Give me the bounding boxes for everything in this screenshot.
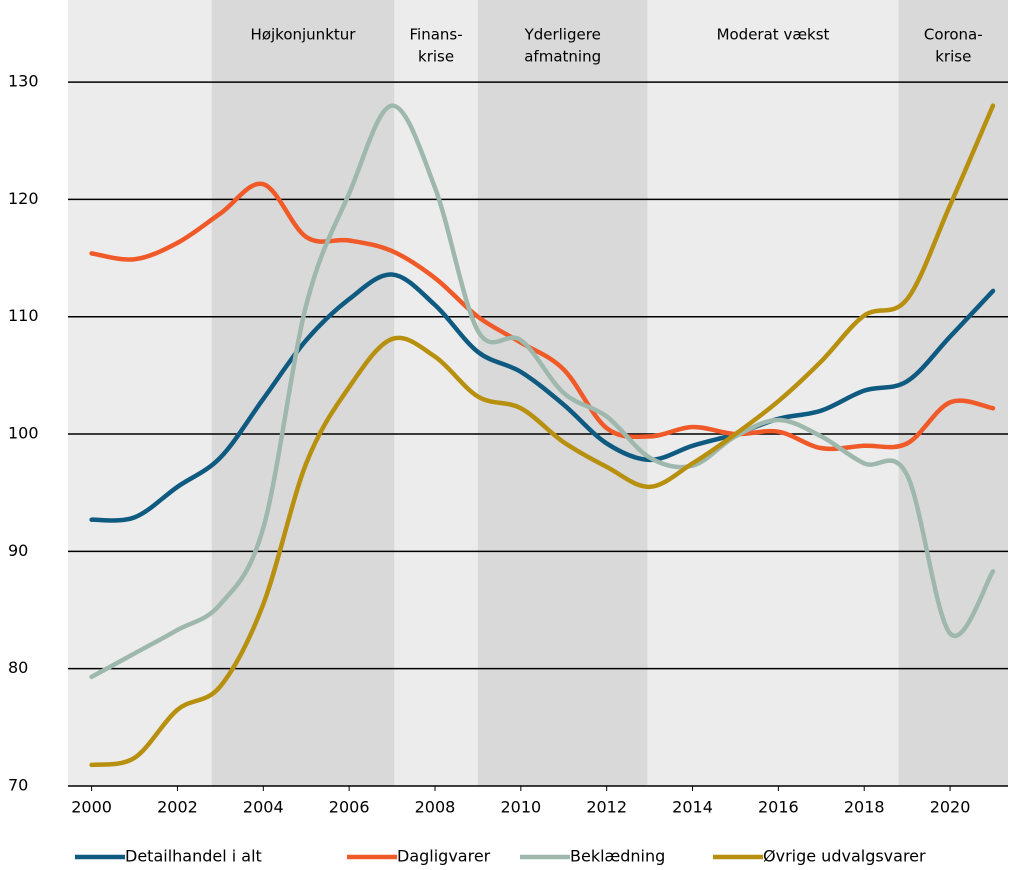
x-tick-label: 2006 — [329, 798, 370, 817]
series-line — [89, 272, 996, 523]
x-tick-label: 2018 — [844, 798, 885, 817]
y-tick-label: 80 — [8, 658, 28, 677]
lines — [89, 103, 996, 768]
legend-label: Øvrige udvalgsvarer — [763, 847, 926, 866]
bands — [211, 0, 1008, 786]
period-label: Moderat vækst — [717, 26, 830, 44]
y-tick-label: 130 — [8, 72, 39, 91]
y-tick-label: 70 — [8, 776, 28, 795]
x-tick-label: 2010 — [500, 798, 541, 817]
period-label: Højkonjunktur — [251, 26, 357, 44]
period-label: krise — [935, 48, 971, 66]
period-label: Corona- — [924, 26, 983, 44]
series-line — [89, 103, 996, 768]
x-tick-label: 2008 — [415, 798, 456, 817]
period-label: Yderligere — [524, 26, 601, 44]
period-band — [898, 0, 1008, 786]
y-tick-label: 110 — [8, 306, 39, 325]
x-tick-label: 2000 — [71, 798, 112, 817]
period-label: afmatning — [524, 48, 601, 66]
y-tick-label: 90 — [8, 541, 28, 560]
labels: Højkonjunktur Finans-krise Yderligere afmat… — [8, 26, 983, 866]
series-line — [89, 103, 996, 680]
x-tick-label: 2014 — [672, 798, 713, 817]
x-tick-label: 2020 — [930, 798, 971, 817]
x-tick-label: 2016 — [758, 798, 799, 817]
legend-label: Detailhandel i alt — [125, 847, 262, 866]
y-tick-label: 120 — [8, 189, 39, 208]
period-label: Finans- — [409, 26, 462, 44]
legend-label: Dagligvarer — [397, 847, 491, 866]
legend-label: Beklædning — [570, 847, 665, 866]
x-tick-label: 2004 — [243, 798, 284, 817]
grid — [68, 81, 1008, 791]
y-tick-label: 100 — [8, 424, 39, 443]
x-tick-label: 2002 — [157, 798, 198, 817]
x-tick-label: 2012 — [586, 798, 627, 817]
period-label: krise — [418, 48, 454, 66]
